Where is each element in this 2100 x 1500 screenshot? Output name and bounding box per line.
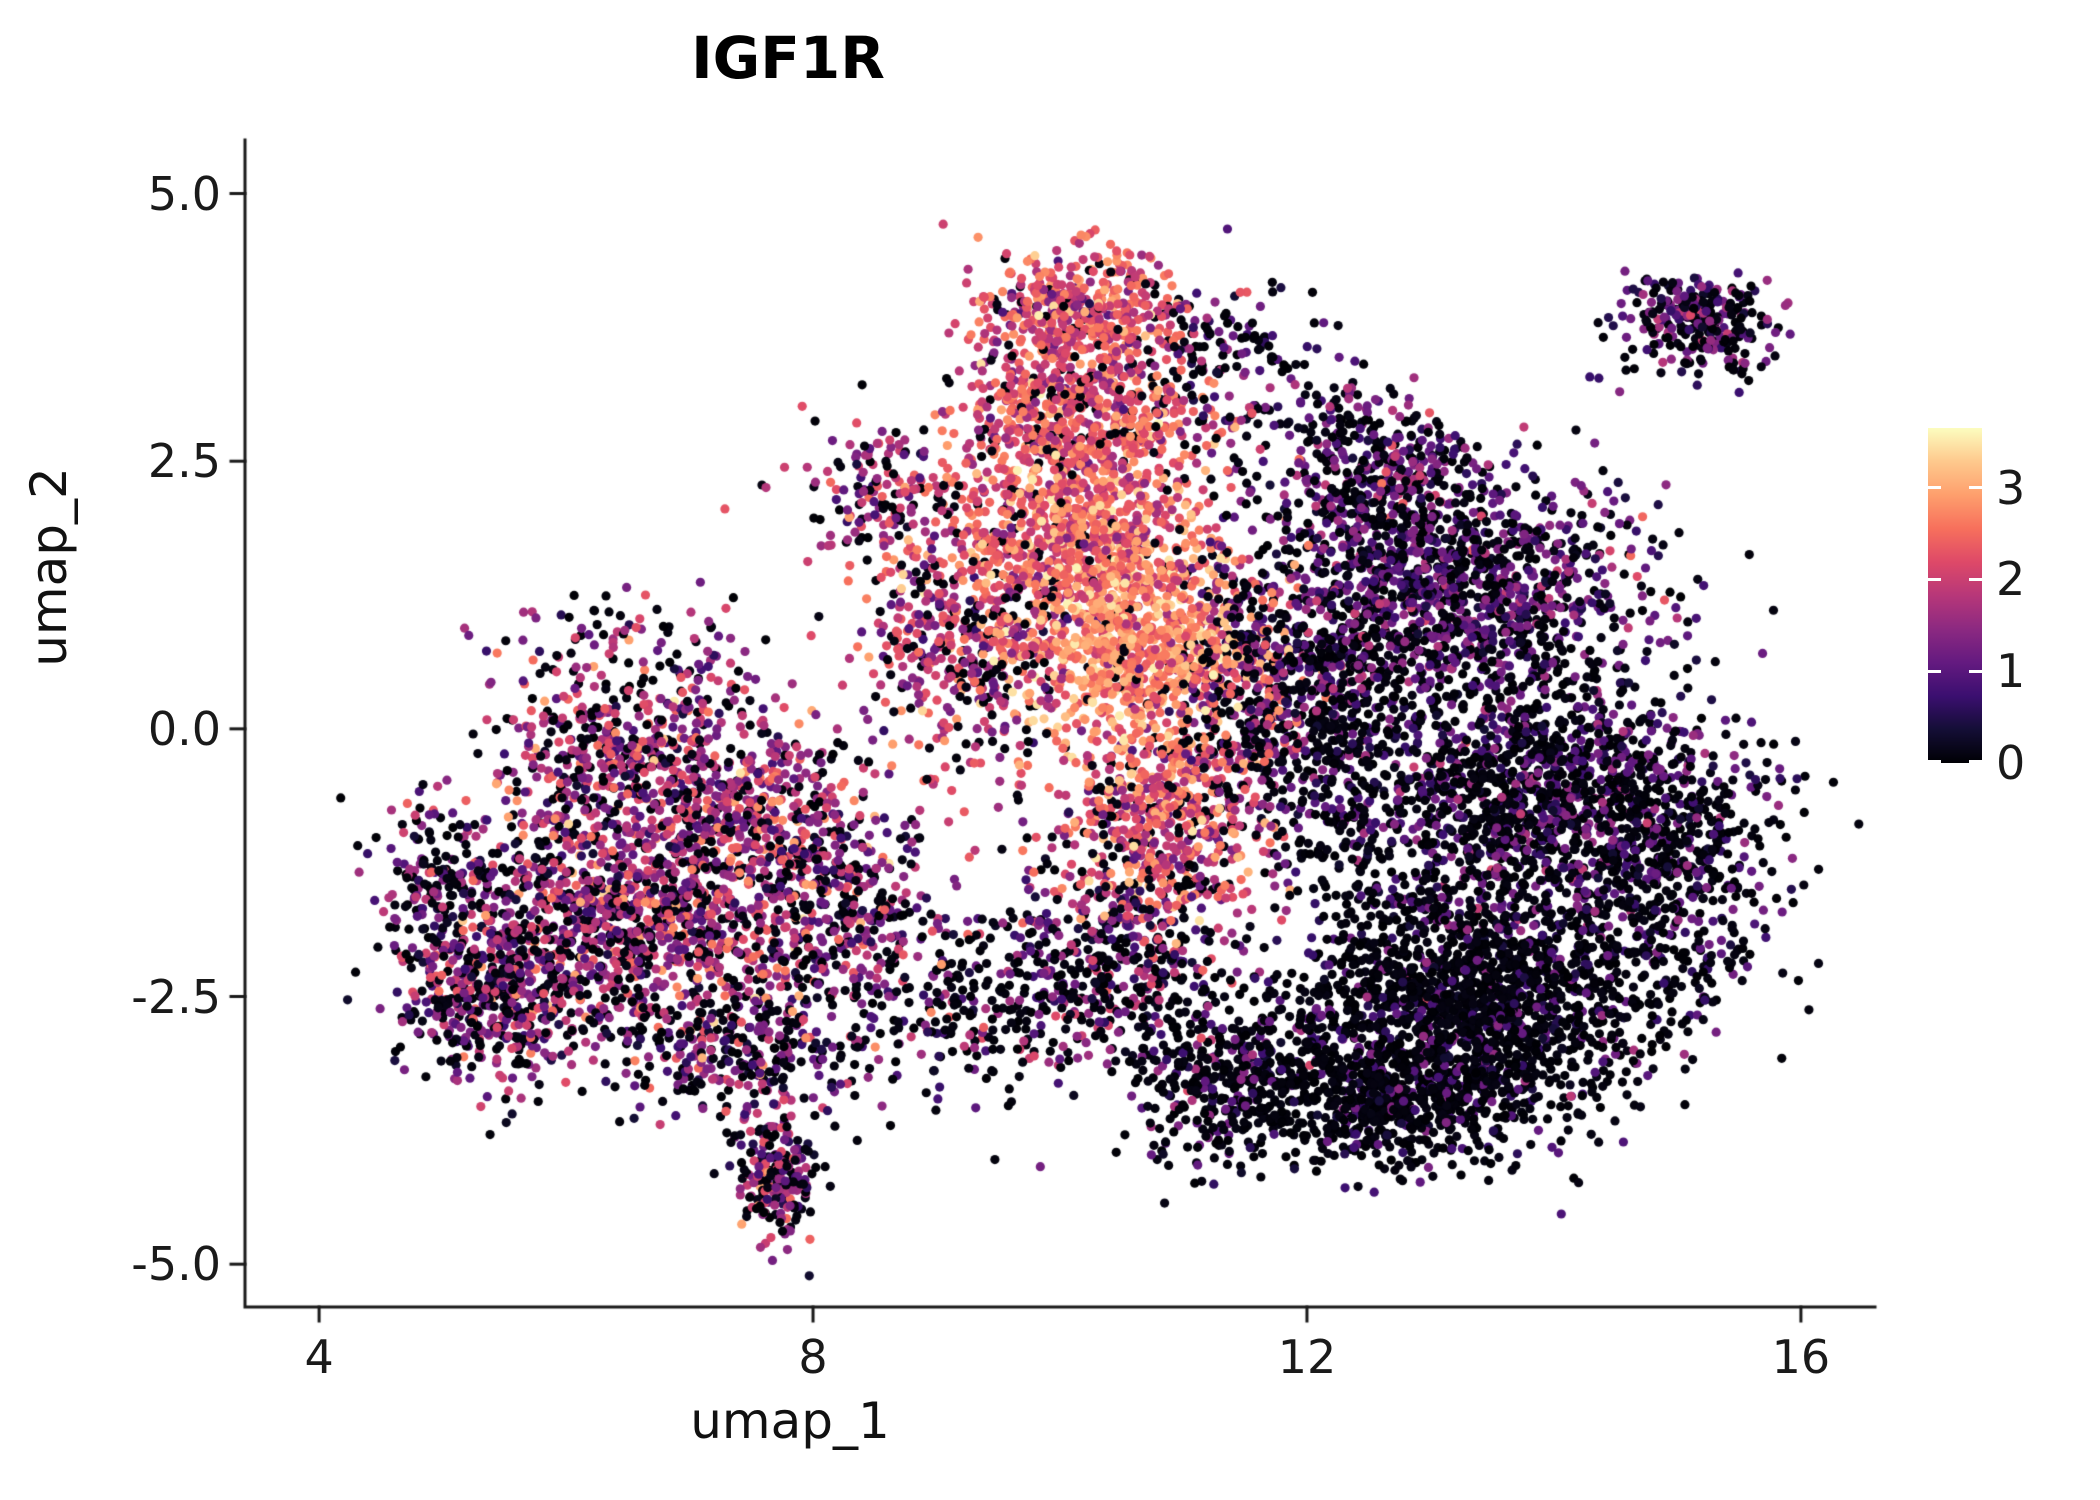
y-axis-label: umap_2 bbox=[20, 467, 78, 667]
colorbar-tick-mark bbox=[1969, 577, 1982, 581]
colorbar-tick-mark bbox=[1969, 760, 1982, 763]
y-tick-label: 2.5 bbox=[147, 434, 221, 489]
x-tick-label: 4 bbox=[304, 1330, 334, 1384]
colorbar-tick-mark bbox=[1928, 760, 1941, 763]
x-tick-label: 16 bbox=[1771, 1330, 1831, 1384]
colorbar-tick-mark bbox=[1969, 669, 1982, 673]
y-tick-label: 5.0 bbox=[147, 166, 221, 221]
colorbar-tick-mark bbox=[1928, 486, 1941, 490]
plot-title: IGF1R bbox=[691, 24, 885, 92]
x-axis-label: umap_1 bbox=[690, 1392, 890, 1450]
y-tick-label: -5.0 bbox=[131, 1237, 221, 1292]
colorbar-tick-mark bbox=[1928, 577, 1941, 581]
colorbar-tick-label: 1 bbox=[1996, 644, 2026, 699]
expression-colorbar: 0 1 2 3 bbox=[1928, 428, 2025, 790]
colorbar-tick-label: 0 bbox=[1996, 736, 2026, 790]
colorbar-tick-label: 3 bbox=[1996, 460, 2026, 515]
colorbar-tick-mark bbox=[1928, 669, 1941, 673]
y-tick-label: 0.0 bbox=[147, 701, 221, 756]
y-tick-label: -2.5 bbox=[131, 969, 221, 1024]
colorbar-gradient bbox=[1928, 428, 1982, 763]
colorbar-tick-mark bbox=[1969, 486, 1982, 490]
x-tick-label: 12 bbox=[1277, 1330, 1337, 1384]
x-tick-label: 8 bbox=[798, 1330, 828, 1384]
colorbar-tick-label: 2 bbox=[1996, 552, 2026, 607]
